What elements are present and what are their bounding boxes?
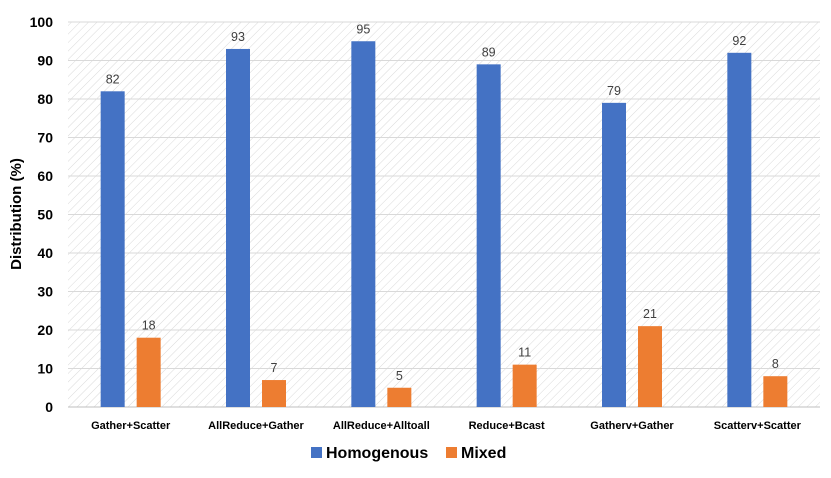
data-label: 82 [106,72,120,86]
bar-mixed [512,364,537,407]
data-label: 18 [142,319,156,333]
data-label: 92 [732,34,746,48]
bar-homogenous [602,102,626,407]
y-tick-label: 20 [37,322,53,338]
x-category-label: Scatterv+Scatter [714,420,802,432]
y-axis-label: Distribution (%) [8,158,25,270]
y-tick-label: 0 [45,399,53,415]
bar-homogenous [100,91,125,408]
data-label: 89 [482,45,496,59]
x-axis-categories: Gather+Scatter AllReduce+Gather AllReduce+… [91,420,802,432]
data-label: 79 [607,84,621,98]
bar-mixed [763,376,788,407]
y-tick-label: 60 [37,168,53,184]
gridlines [68,21,820,408]
x-category-label: Gatherv+Gather [590,420,674,432]
y-axis-ticks: 0 10 20 30 40 50 60 70 80 90 100 [30,14,54,415]
bar-mixed [638,326,662,407]
data-label: 11 [518,346,531,360]
data-label: 7 [271,361,278,375]
bar-mixed [387,387,412,407]
y-tick-label: 90 [37,53,53,69]
y-tick-label: 80 [37,91,53,107]
legend-label-mixed: Mixed [461,445,506,462]
bar-mixed [136,337,161,407]
legend: Homogenous Mixed [311,445,506,462]
bar-homogenous [351,41,376,407]
bar-homogenous [226,48,250,407]
bar-homogenous [727,52,752,408]
bar-mixed [262,380,286,407]
data-label: 95 [356,22,370,36]
y-tick-label: 100 [30,14,54,30]
legend-label-homogenous: Homogenous [326,445,428,462]
x-category-label: Gather+Scatter [91,420,171,432]
y-tick-label: 70 [37,130,53,146]
data-label: 21 [643,307,657,321]
y-tick-label: 10 [37,361,53,377]
bar-homogenous [476,64,501,407]
y-tick-label: 30 [37,284,53,300]
y-tick-label: 50 [37,207,53,223]
data-label: 5 [396,369,403,383]
y-tick-label: 40 [37,245,53,261]
x-category-label: Reduce+Bcast [469,420,545,432]
bars: 82 18 93 7 95 5 89 11 79 21 92 8 [100,22,788,408]
data-label: 8 [772,357,779,371]
legend-swatch-homogenous [311,447,322,458]
x-category-label: AllReduce+Alltoall [333,420,430,432]
data-label: 93 [231,30,245,44]
legend-swatch-mixed [446,447,457,458]
x-category-label: AllReduce+Gather [208,420,304,432]
